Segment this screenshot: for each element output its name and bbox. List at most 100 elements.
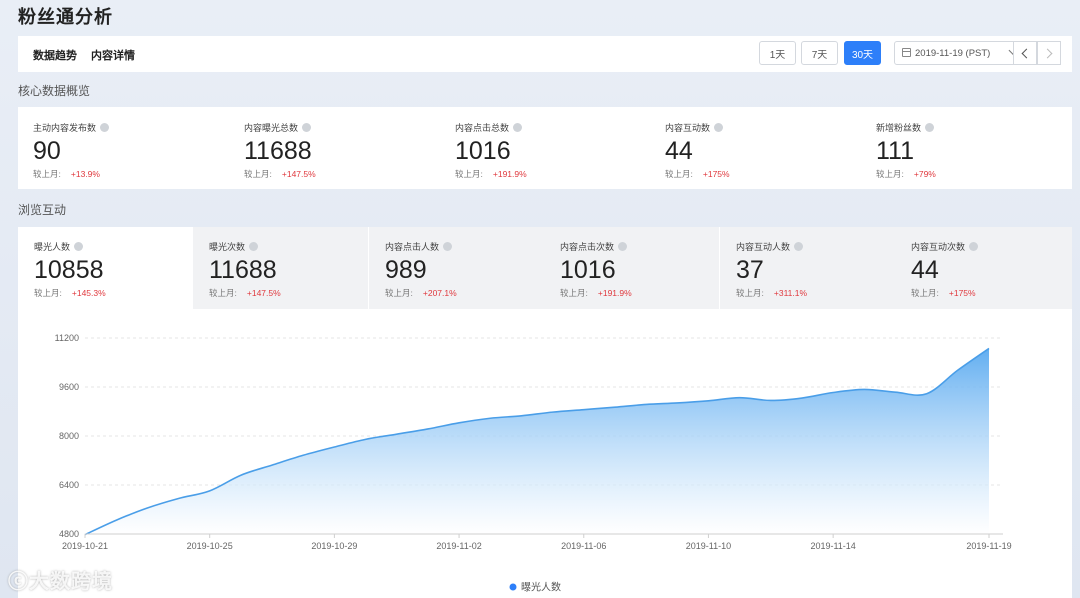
metric-value: 1016: [560, 256, 616, 284]
browse-section-title: 浏览互动: [18, 203, 67, 217]
metric-label: 内容点击人数: [385, 242, 440, 252]
legend-label: 曝光人数: [521, 581, 561, 594]
compare-label: 较上月:: [385, 288, 413, 298]
browse-panel: 曝光人数 10858 较上月: +145.3% 曝光次数 11688 较上月: +1…: [18, 227, 1072, 598]
help-icon[interactable]: [714, 123, 724, 132]
range-30day-button[interactable]: 30天: [844, 41, 881, 65]
compare-label: 较上月:: [736, 288, 764, 298]
metric-impressions: 内容曝光总数 11688 较上月: +147.5%: [244, 121, 316, 180]
change-badge: +175%: [702, 169, 730, 179]
x-tick-label: 2019-11-02: [436, 541, 481, 551]
metric-value: 11688: [209, 256, 277, 284]
calendar-icon: [902, 48, 911, 57]
compare-label: 较上月:: [33, 169, 61, 179]
x-tick-label: 2019-11-14: [810, 541, 855, 551]
compare-label: 较上月:: [34, 288, 62, 298]
metric-label: 内容点击总数: [455, 123, 510, 133]
compare-label: 较上月:: [560, 288, 588, 298]
help-icon[interactable]: [513, 123, 523, 132]
metric-value: 90: [33, 137, 61, 165]
range-1day-button[interactable]: 1天: [759, 41, 796, 65]
change-badge: +79%: [913, 169, 936, 179]
help-icon[interactable]: [925, 123, 935, 132]
metric-value: 37: [736, 256, 764, 284]
series-area: [85, 348, 989, 535]
browse-tab-exposure-users[interactable]: 曝光人数 10858 较上月: +145.3%: [18, 227, 193, 309]
y-tick-label: 8000: [59, 431, 79, 441]
change-badge: +191.9%: [597, 288, 632, 298]
prev-date-button[interactable]: [1013, 41, 1037, 65]
metric-label: 内容互动人数: [736, 242, 791, 252]
metric-label: 新增粉丝数: [876, 123, 922, 133]
metric-label: 内容点击次数: [560, 242, 615, 252]
change-badge: +13.9%: [70, 169, 100, 179]
toolbar: 数据趋势 内容详情 1天 7天 30天 2019-11-19 (PST): [18, 36, 1072, 72]
x-tick-label: 2019-10-25: [187, 541, 233, 551]
browse-tab-click-users[interactable]: 内容点击人数 989 较上月: +207.1%: [369, 227, 544, 309]
series-line: [84, 347, 990, 536]
x-tick-label: 2019-10-29: [311, 541, 357, 551]
chevron-right-icon: [1042, 48, 1053, 59]
metric-interactions: 内容互动数 44 较上月: +175%: [665, 121, 730, 180]
core-metrics-panel: 主动内容发布数 90 较上月: +13.9% 内容曝光总数 11688 较上月: +…: [18, 107, 1072, 189]
metric-value: 44: [665, 137, 693, 165]
help-icon[interactable]: [618, 242, 628, 251]
browse-tab-exposure-count[interactable]: 曝光次数 11688 较上月: +147.5%: [193, 227, 368, 309]
x-tick-label: 2019-11-06: [561, 541, 606, 551]
compare-label: 较上月:: [876, 169, 904, 179]
browse-tab-click-count[interactable]: 内容点击次数 1016 较上月: +191.9%: [544, 227, 719, 309]
metric-value: 1016: [455, 137, 511, 165]
help-icon[interactable]: [794, 242, 804, 251]
x-tick-label: 2019-11-10: [686, 541, 731, 551]
y-tick-label: 4800: [59, 529, 79, 539]
metric-label: 内容曝光总数: [244, 123, 299, 133]
metric-label: 主动内容发布数: [33, 123, 97, 133]
next-date-button[interactable]: [1037, 41, 1061, 65]
metric-new-fans: 新增粉丝数 111 较上月: +79%: [876, 121, 936, 180]
change-badge: +145.3%: [71, 288, 106, 298]
compare-label: 较上月:: [209, 288, 237, 298]
date-value: 2019-11-19 (PST): [915, 48, 991, 59]
change-badge: +147.5%: [246, 288, 281, 298]
metric-label: 内容互动次数: [911, 242, 966, 252]
help-icon[interactable]: [100, 123, 110, 132]
metric-value: 11688: [244, 137, 312, 165]
y-tick-label: 11200: [55, 333, 79, 343]
x-tick-label: 2019-11-19: [966, 541, 1011, 551]
metric-label: 内容互动数: [665, 123, 711, 133]
compare-label: 较上月:: [244, 169, 272, 179]
tab-data-trend[interactable]: 数据趋势: [33, 50, 77, 62]
chevron-left-icon: [1021, 48, 1032, 59]
metric-label: 曝光次数: [209, 242, 246, 252]
legend-marker: [509, 583, 517, 591]
change-badge: +147.5%: [281, 169, 316, 179]
core-section-title: 核心数据概览: [18, 84, 91, 98]
range-7day-button[interactable]: 7天: [801, 41, 838, 65]
browse-tab-interaction-count[interactable]: 内容互动次数 44 较上月: +175%: [895, 227, 1072, 309]
help-icon[interactable]: [74, 242, 84, 251]
help-icon[interactable]: [249, 242, 259, 251]
help-icon[interactable]: [443, 242, 453, 251]
y-tick-label: 9600: [59, 382, 79, 392]
compare-label: 较上月:: [665, 169, 693, 179]
browse-tab-interaction-users[interactable]: 内容互动人数 37 较上月: +311.1%: [720, 227, 895, 309]
metric-label: 曝光人数: [34, 242, 71, 252]
metric-value: 111: [876, 137, 915, 165]
change-badge: +207.1%: [422, 288, 457, 298]
watermark-logo: ⓒ大数跨境: [8, 571, 113, 593]
metric-value: 44: [911, 256, 939, 284]
help-icon[interactable]: [969, 242, 979, 251]
date-picker[interactable]: 2019-11-19 (PST): [894, 41, 1026, 65]
change-badge: +311.1%: [773, 288, 808, 298]
metric-value: 10858: [34, 256, 104, 284]
metric-clicks: 内容点击总数 1016 较上月: +191.9%: [455, 121, 527, 180]
tab-content-detail[interactable]: 内容详情: [91, 50, 135, 62]
x-tick-label: 2019-10-21: [62, 541, 108, 551]
exposure-users-chart: 4800 6400 8000 9600 11200 2019-10-21 2019-10-2…: [55, 333, 1012, 594]
compare-label: 较上月:: [911, 288, 939, 298]
compare-label: 较上月:: [455, 169, 483, 179]
change-badge: +191.9%: [492, 169, 527, 179]
page-title: 粉丝通分析: [18, 7, 113, 27]
metric-value: 989: [385, 256, 427, 284]
help-icon[interactable]: [302, 123, 312, 132]
